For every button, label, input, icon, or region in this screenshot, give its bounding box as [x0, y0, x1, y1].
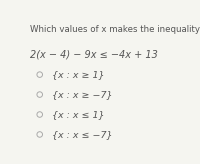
Text: {x : x ≥ 1}: {x : x ≥ 1} [52, 70, 105, 79]
Text: Which values of x makes the inequality true?: Which values of x makes the inequality t… [30, 25, 200, 34]
Text: {x : x ≤ −7}: {x : x ≤ −7} [52, 130, 113, 139]
Text: {x : x ≤ 1}: {x : x ≤ 1} [52, 110, 105, 119]
Text: {x : x ≥ −7}: {x : x ≥ −7} [52, 90, 113, 99]
Text: 2(x − 4) − 9x ≤ −4x + 13: 2(x − 4) − 9x ≤ −4x + 13 [30, 50, 158, 60]
